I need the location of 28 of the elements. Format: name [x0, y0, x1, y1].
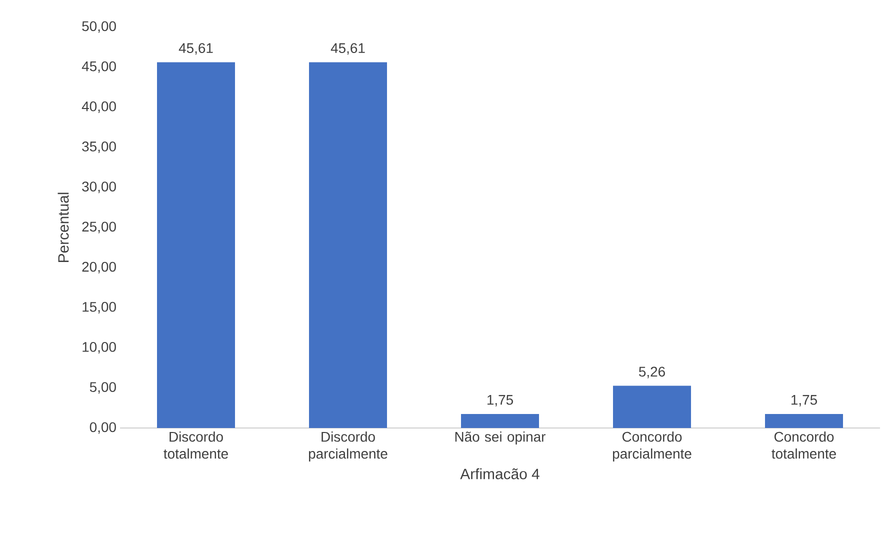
bar: [309, 62, 388, 428]
y-tick-label: 10,00: [82, 342, 116, 354]
bar: [765, 414, 844, 428]
data-label: 45,61: [178, 43, 213, 55]
x-tick-label: Não sei opinar: [455, 432, 546, 444]
y-tick-label: 20,00: [82, 262, 116, 274]
y-tick-label: 30,00: [82, 182, 116, 194]
bar: [157, 62, 236, 428]
y-axis-title: Percentual: [58, 192, 69, 262]
y-tick-label: 25,00: [82, 222, 116, 234]
x-tick-label: Discordo parcialmente: [308, 432, 388, 462]
y-tick-label: 15,00: [82, 302, 116, 314]
x-axis-title: Arfimacão 4: [460, 468, 540, 480]
y-tick-label: 45,00: [82, 61, 116, 73]
data-label: 1,75: [792, 395, 817, 406]
data-label: 1,75: [488, 395, 513, 406]
data-label: 5,26: [638, 366, 665, 378]
y-tick-label: 40,00: [82, 101, 116, 113]
x-tick-label: Discordo totalmente: [164, 432, 228, 459]
data-label: 45,61: [330, 43, 365, 55]
x-tick-label: Concordo totalmente: [772, 432, 836, 459]
bar: [613, 386, 692, 428]
x-tick-label: Concordo parcialmente: [612, 432, 692, 462]
y-tick-label: 5,00: [90, 382, 116, 394]
y-tick-label: 50,00: [82, 21, 116, 33]
bar: [461, 414, 540, 428]
y-tick-label: 35,00: [82, 142, 116, 154]
y-tick-label: 0,00: [90, 422, 116, 434]
